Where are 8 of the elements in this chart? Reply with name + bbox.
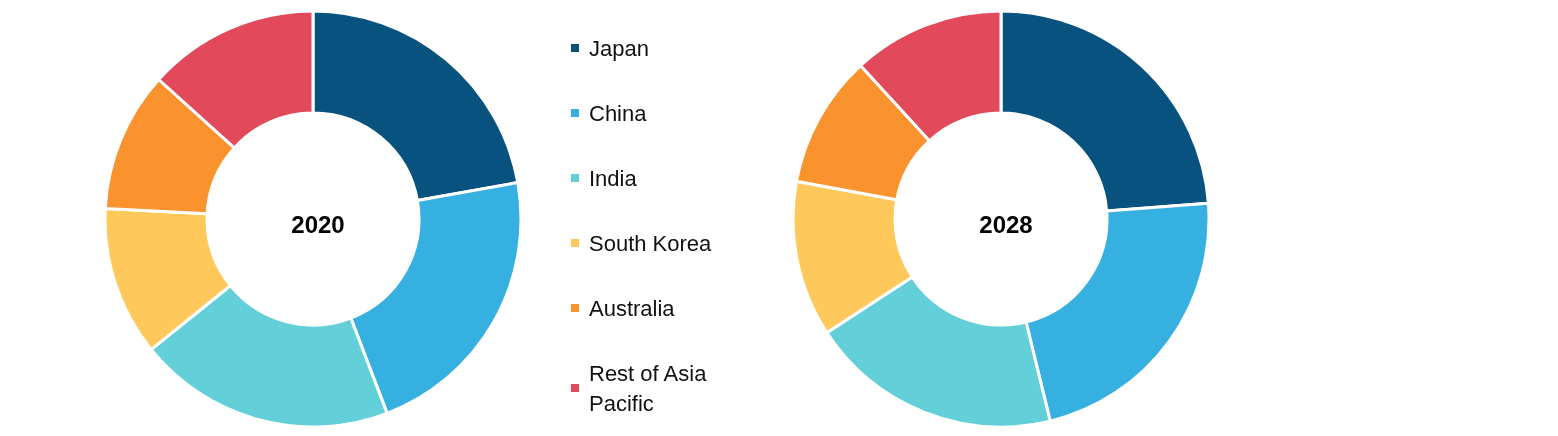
slice-label: 2028 — [979, 210, 1033, 238]
legend-label: South Korea — [589, 230, 713, 256]
legend-label: Australia — [589, 295, 676, 321]
legend-label: Japan — [589, 35, 649, 61]
legend-label: India — [589, 165, 638, 191]
legend-label: Rest of Asia Pacific — [589, 360, 713, 416]
slice-label: 2020 — [291, 210, 345, 238]
legend-label: China — [589, 100, 648, 126]
